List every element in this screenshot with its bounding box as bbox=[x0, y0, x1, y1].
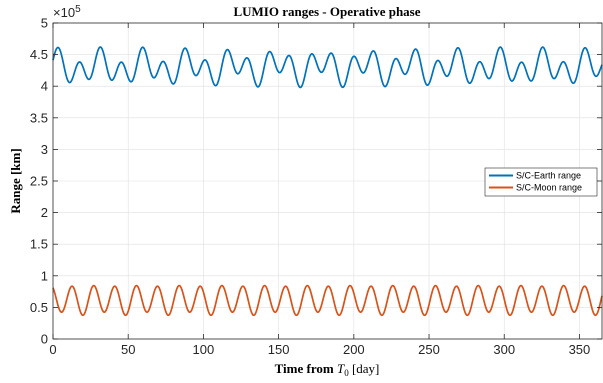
x-tick-label: 50 bbox=[121, 342, 135, 357]
series-layer bbox=[52, 46, 603, 317]
x-tick-labels: 0 50 100 150 200 250 300 350 bbox=[49, 342, 590, 357]
x-axis-label: Time from T0 [day] bbox=[275, 361, 380, 378]
x-tick-label: 100 bbox=[193, 342, 215, 357]
y-axis-label: Range [km] bbox=[8, 148, 23, 213]
ticks bbox=[52, 22, 602, 340]
y-tick-labels: 0 0.5 1 1.5 2 2.5 3 3.5 4 4.5 5 bbox=[30, 16, 48, 347]
y-tick-label: 3.5 bbox=[30, 110, 48, 125]
y-tick-label: 4.5 bbox=[30, 47, 48, 62]
y-exponent-label: ×105 bbox=[53, 4, 81, 20]
x-tick-label: 150 bbox=[268, 342, 290, 357]
y-tick-label: 2 bbox=[41, 205, 48, 220]
y-tick-label: 1.5 bbox=[30, 237, 48, 252]
y-tick-label: 2.5 bbox=[30, 174, 48, 189]
legend: S/C-Earth range S/C-Moon range bbox=[484, 167, 598, 197]
y-tick-label: 3 bbox=[41, 142, 48, 157]
x-tick-label: 0 bbox=[49, 342, 56, 357]
series-line-earth bbox=[52, 46, 603, 89]
legend-entry-moon: S/C-Moon range bbox=[516, 183, 582, 193]
y-tick-label: 5 bbox=[41, 16, 48, 31]
x-tick-label: 250 bbox=[418, 342, 440, 357]
x-tick-label: 200 bbox=[343, 342, 365, 357]
y-tick-label: 0 bbox=[41, 332, 48, 347]
x-tick-label: 350 bbox=[569, 342, 591, 357]
legend-box bbox=[484, 167, 598, 197]
y-tick-label: 1 bbox=[41, 268, 48, 283]
chart-title: LUMIO ranges - Operative phase bbox=[233, 4, 420, 19]
x-tick-label: 300 bbox=[493, 342, 515, 357]
y-tick-label: 0.5 bbox=[30, 300, 48, 315]
y-tick-label: 4 bbox=[41, 79, 48, 94]
legend-entry-earth: S/C-Earth range bbox=[516, 171, 581, 181]
series-line-moon bbox=[52, 284, 603, 317]
